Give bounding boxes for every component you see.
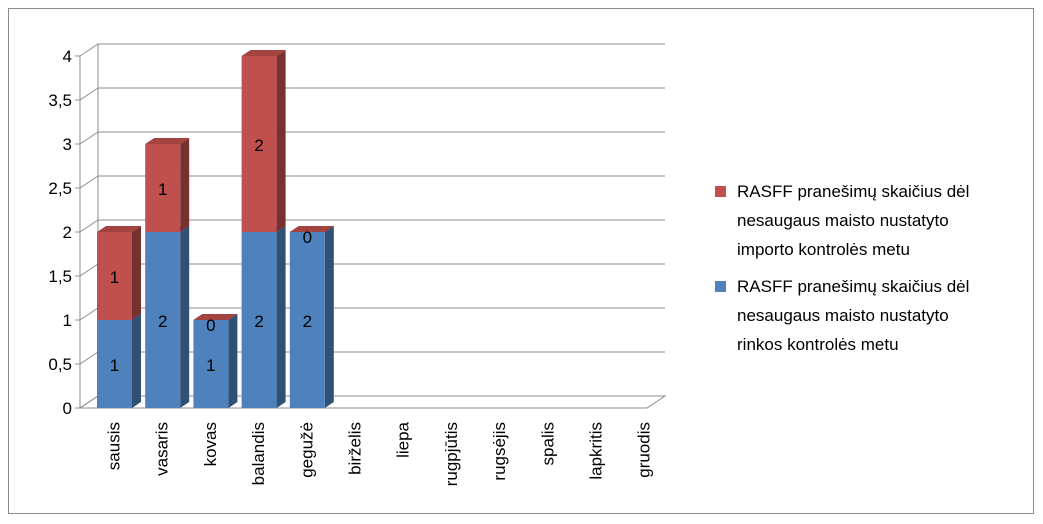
data-label: 1 [110,268,119,287]
x-tick-label: vasaris [153,422,172,476]
y-tick-label: 1,5 [48,267,72,286]
gridline-side [79,263,99,277]
bar-import [241,56,277,232]
gridline-side [79,307,99,321]
chart-floor [78,395,667,409]
gridline-side [79,219,99,233]
legend: RASFF pranešimų skaičius dėl nesaugaus m… [715,177,1035,367]
bar-top-import [241,50,286,56]
x-tick-label: lapkritis [587,422,606,480]
bar-top-import [145,138,190,144]
y-tick-label: 2,5 [48,179,72,198]
legend-label-market-line-3: rinkos kontrolės metu [737,335,899,354]
gridline-side [79,131,99,145]
bar-side-market [228,314,238,408]
y-tick-label: 0 [63,399,72,418]
bar-market [193,320,229,408]
gridline-side [79,87,99,101]
gridline-side [79,175,99,189]
y-tick-label: 3 [63,135,72,154]
bar-side-market [180,226,190,408]
legend-swatch-import [715,186,726,197]
data-label: 1 [110,356,119,375]
x-tick-label: rugpjūtis [442,422,461,486]
legend-label-import-line-1: RASFF pranešimų skaičius dėl [737,182,970,201]
x-tick-label: birželis [346,422,365,475]
data-label: 0 [206,316,215,335]
x-tick-label: rugsėjis [490,422,509,481]
y-tick-label: 0,5 [48,355,72,374]
data-label: 1 [158,180,167,199]
gridline-side [79,351,99,365]
x-tick-label: kovas [201,422,220,466]
legend-label-import-line-2: nesaugaus maisto nustatyto [737,211,949,230]
bar-side-market [324,226,334,408]
x-tick-label: sausis [105,422,124,470]
x-tick-label: liepa [394,421,413,457]
data-label: 2 [254,312,263,331]
bar-side-market [132,314,141,408]
bar-market [145,232,181,408]
bar-import [97,232,132,320]
x-tick-label: spalis [538,422,557,465]
bar-side-market [276,226,286,408]
bar-market [289,232,325,408]
bar-import [145,144,181,232]
y-tick-label: 4 [63,47,72,66]
bar-top-import [289,226,334,232]
legend-label-import-line-3: importo kontrolės metu [737,240,910,259]
legend-item-import: RASFF pranešimų skaičius dėl nesaugaus m… [715,177,1035,264]
bar-top-import [97,226,141,232]
data-label: 2 [254,136,263,155]
legend-swatch-market [715,281,726,292]
bar-market [241,232,277,408]
bar-side-import [132,226,141,320]
data-label: 1 [206,356,215,375]
y-tick-label: 2 [63,223,72,242]
y-tick-label: 1 [63,311,72,330]
bar-side-import [276,50,286,232]
legend-label-market-line-1: RASFF pranešimų skaičius dėl [737,277,970,296]
data-label: 2 [303,312,312,331]
legend-item-market: RASFF pranešimų skaičius dėl nesaugaus m… [715,272,1035,359]
bar-top-import [193,314,238,320]
x-tick-label: balandis [249,422,268,485]
x-tick-label: gegužė [297,422,316,478]
data-label: 0 [303,228,312,247]
y-tick-label: 3,5 [48,91,72,110]
legend-label-market-line-2: nesaugaus maisto nustatyto [737,306,949,325]
x-tick-label: gruodis [635,422,654,478]
bar-market [97,320,132,408]
bar-side-import [180,138,190,232]
data-label: 2 [158,312,167,331]
gridline-side [79,43,99,57]
